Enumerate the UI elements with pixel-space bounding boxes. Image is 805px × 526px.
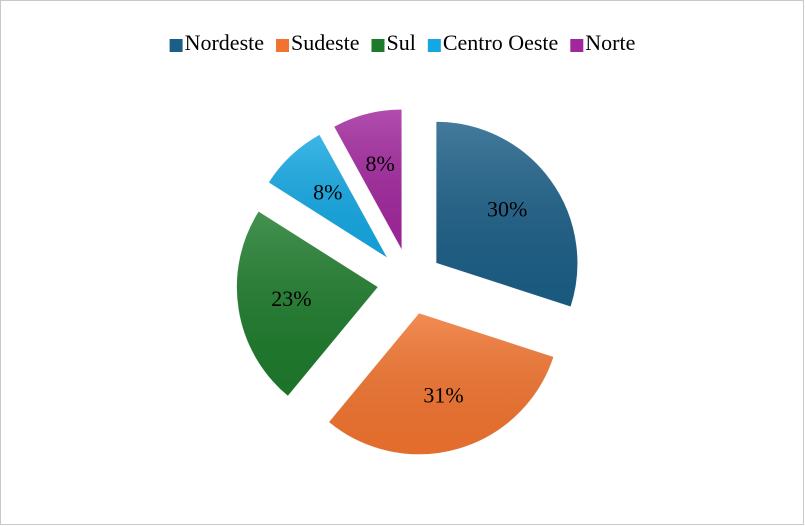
legend-swatch	[427, 39, 441, 52]
legend-swatch	[371, 39, 385, 52]
data-label: 30%	[487, 196, 527, 221]
slice-shade	[333, 109, 403, 252]
data-label: 31%	[423, 382, 463, 407]
legend-label: Nordeste	[185, 30, 264, 55]
legend-swatch	[169, 39, 183, 52]
data-label: 8%	[313, 180, 342, 205]
legend-label: Sul	[386, 30, 415, 55]
slice-shade	[328, 312, 554, 455]
slice-shade	[268, 134, 389, 259]
legend-label: Sudeste	[291, 30, 359, 55]
data-label: 8%	[365, 151, 394, 176]
slice-shade	[236, 210, 379, 397]
legend-label: Centro Oeste	[443, 30, 558, 55]
slice-shade	[435, 121, 578, 308]
legend-swatch	[570, 39, 584, 52]
legend-swatch	[276, 39, 290, 52]
legend-label: Norte	[585, 30, 635, 55]
data-label: 23%	[271, 286, 311, 311]
